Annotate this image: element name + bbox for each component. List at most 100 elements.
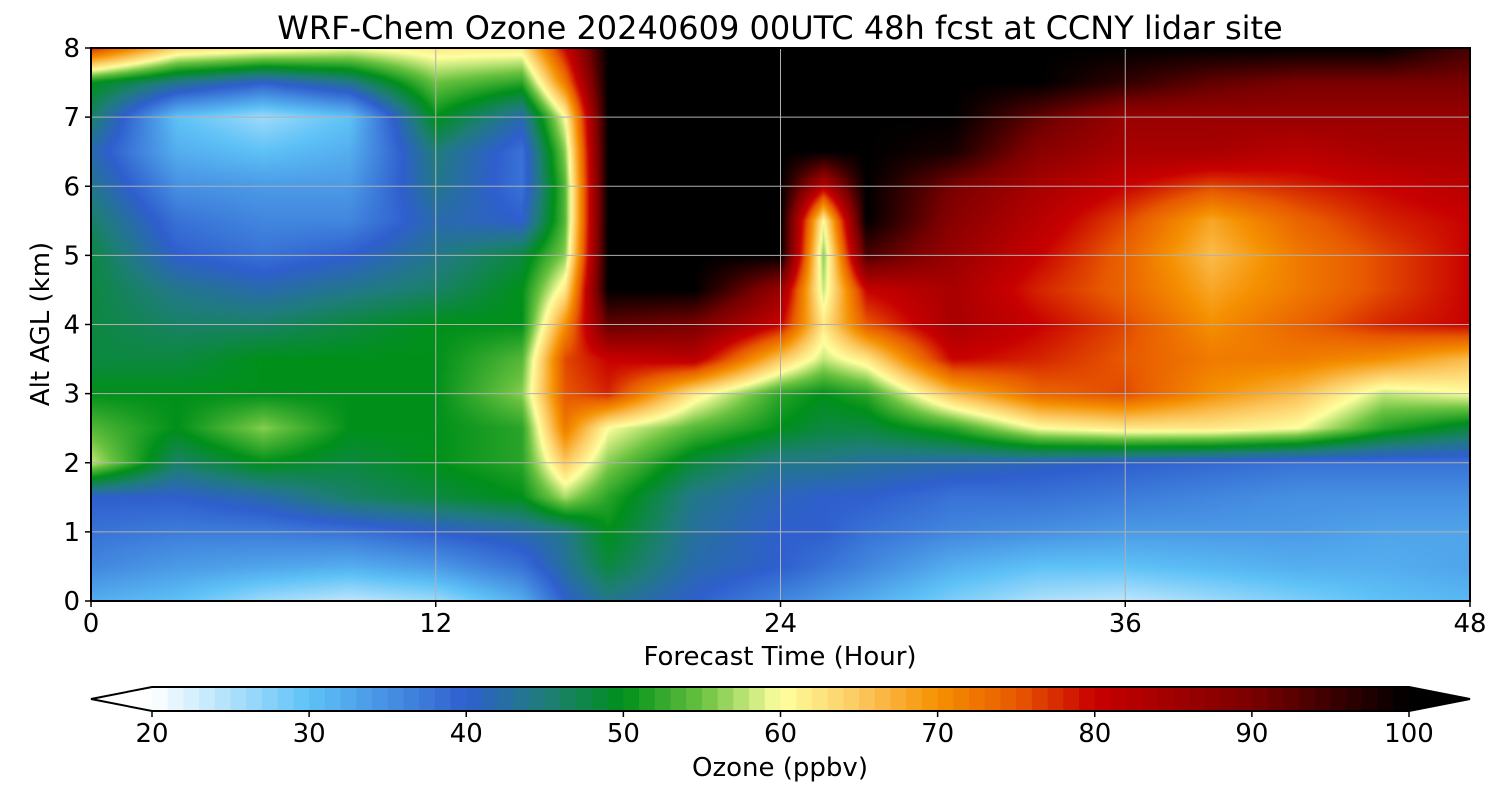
colorbar-segment bbox=[953, 687, 970, 711]
colorbar-tick-label: 20 bbox=[135, 719, 168, 749]
colorbar-segment bbox=[293, 687, 310, 711]
colorbar-segment bbox=[874, 687, 892, 711]
colorbar-segment bbox=[560, 687, 577, 711]
colorbar-segment bbox=[419, 687, 436, 711]
x-axis: 0 12 24 36 48 bbox=[83, 601, 1487, 639]
colorbar-segment bbox=[686, 687, 703, 711]
colorbar-segment bbox=[591, 687, 609, 711]
colorbar-segment bbox=[246, 687, 263, 711]
colorbar-segment bbox=[890, 687, 907, 711]
colorbar-segment bbox=[450, 687, 467, 711]
x-tick-label: 36 bbox=[1109, 609, 1142, 639]
colorbar-segment bbox=[1157, 687, 1174, 711]
colorbar-segment bbox=[529, 687, 546, 711]
colorbar-tick-label: 30 bbox=[293, 719, 326, 749]
colorbar-segment bbox=[749, 687, 766, 711]
colorbar-segment bbox=[403, 687, 420, 711]
x-axis-label: Forecast Time (Hour) bbox=[643, 642, 916, 672]
colorbar-segment bbox=[324, 687, 342, 711]
colorbar-tick-label: 70 bbox=[921, 719, 954, 749]
colorbar-segment bbox=[1267, 687, 1284, 711]
y-axis-label: Alt AGL (km) bbox=[26, 242, 56, 406]
colorbar-segment bbox=[1047, 687, 1064, 711]
colorbar-segment bbox=[984, 687, 1002, 711]
colorbar-segment bbox=[639, 687, 656, 711]
colorbar-label: Ozone (ppbv) bbox=[692, 753, 868, 783]
colorbar-segment bbox=[780, 687, 797, 711]
colorbar-segment bbox=[1346, 687, 1363, 711]
colorbar-segment bbox=[356, 687, 373, 711]
colorbar-segment bbox=[544, 687, 562, 711]
colorbar-tick-label: 100 bbox=[1384, 719, 1434, 749]
colorbar-segment bbox=[1173, 687, 1190, 711]
x-tick-label: 0 bbox=[83, 609, 100, 639]
colorbar-segment bbox=[340, 687, 357, 711]
colorbar-segment bbox=[1251, 687, 1269, 711]
colorbar-segment bbox=[969, 687, 986, 711]
chart-title: WRF-Chem Ozone 20240609 00UTC 48h fcst a… bbox=[277, 9, 1282, 47]
colorbar-segment bbox=[183, 687, 200, 711]
colorbar-segment bbox=[199, 687, 216, 711]
colorbar-segment bbox=[764, 687, 782, 711]
colorbar-segment bbox=[1031, 687, 1049, 711]
x-tick-label: 12 bbox=[419, 609, 452, 639]
colorbar-segment bbox=[1236, 687, 1253, 711]
colorbar-segment bbox=[1110, 687, 1127, 711]
colorbar-segment bbox=[1189, 687, 1206, 711]
colorbar-tick-label: 50 bbox=[607, 719, 640, 749]
colorbar-segment bbox=[1063, 687, 1080, 711]
x-tick-label: 24 bbox=[764, 609, 797, 639]
colorbar-segment bbox=[1126, 687, 1143, 711]
colorbar-segment bbox=[701, 687, 719, 711]
colorbar-extend-high bbox=[1409, 687, 1470, 711]
colorbar-segment bbox=[1361, 687, 1379, 711]
colorbar-segment bbox=[937, 687, 954, 711]
y-tick-label: 5 bbox=[63, 241, 80, 271]
colorbar-segment bbox=[576, 687, 593, 711]
colorbar-segment bbox=[859, 687, 876, 711]
colorbar-segment bbox=[796, 687, 813, 711]
colorbar-segment bbox=[1330, 687, 1347, 711]
colorbar-segment bbox=[921, 687, 939, 711]
colorbar-segment bbox=[167, 687, 185, 711]
colorbar-segment bbox=[1141, 687, 1159, 711]
x-tick-label: 48 bbox=[1453, 609, 1486, 639]
colorbar-segment bbox=[371, 687, 389, 711]
colorbar-segment bbox=[607, 687, 624, 711]
colorbar-segment bbox=[670, 687, 687, 711]
y-tick-label: 2 bbox=[63, 449, 80, 479]
colorbar-segment bbox=[827, 687, 844, 711]
colorbar-ticks: 20 30 40 50 60 70 80 90 100 bbox=[135, 711, 1434, 749]
colorbar-segment bbox=[1220, 687, 1237, 711]
colorbar-segment bbox=[481, 687, 499, 711]
colorbar-segment bbox=[1283, 687, 1300, 711]
colorbar-extend-low bbox=[91, 687, 152, 711]
colorbar-segment bbox=[1000, 687, 1017, 711]
colorbar-segment bbox=[717, 687, 734, 711]
colorbar-segment bbox=[1204, 687, 1222, 711]
colorbar-segment bbox=[906, 687, 923, 711]
colorbar-segment bbox=[309, 687, 326, 711]
colorbar-segment bbox=[1079, 687, 1096, 711]
colorbar-segment bbox=[811, 687, 829, 711]
y-tick-label: 8 bbox=[63, 34, 80, 64]
colorbar-segment bbox=[214, 687, 232, 711]
colorbar-segment bbox=[434, 687, 452, 711]
colorbar-segment bbox=[466, 687, 483, 711]
colorbar-segment bbox=[1314, 687, 1332, 711]
colorbar-segment bbox=[152, 687, 169, 711]
y-tick-label: 1 bbox=[63, 518, 80, 548]
colorbar-segment bbox=[1393, 687, 1410, 711]
colorbar-segment bbox=[277, 687, 295, 711]
colorbar-segments bbox=[152, 687, 1410, 711]
colorbar-segment bbox=[843, 687, 860, 711]
colorbar-segment bbox=[497, 687, 514, 711]
colorbar-segment bbox=[1299, 687, 1316, 711]
colorbar-tick-label: 40 bbox=[450, 719, 483, 749]
colorbar-tick-label: 80 bbox=[1078, 719, 1111, 749]
y-tick-label: 3 bbox=[63, 380, 80, 410]
y-tick-label: 0 bbox=[63, 587, 80, 617]
colorbar-tick-label: 90 bbox=[1235, 719, 1268, 749]
colorbar-segment bbox=[387, 687, 404, 711]
